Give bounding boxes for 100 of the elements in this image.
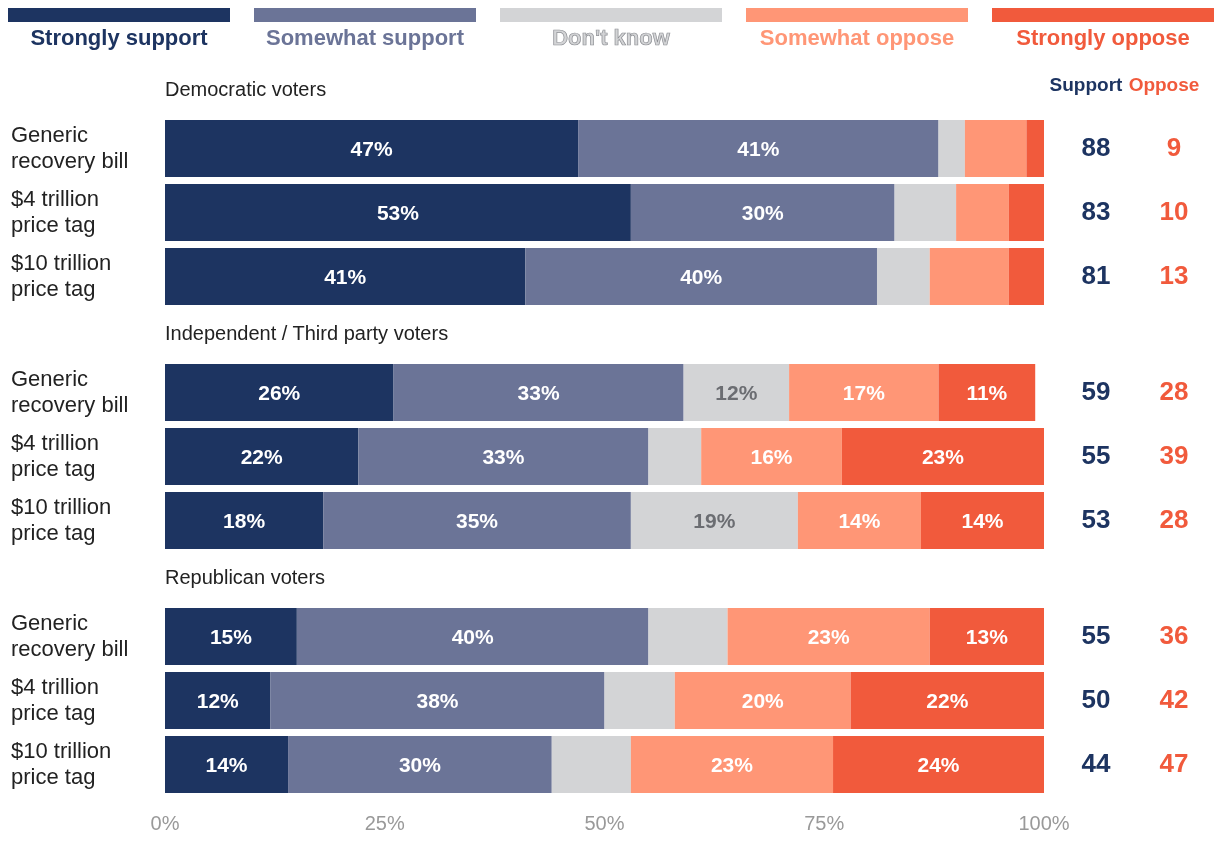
bar [797, 492, 921, 549]
y-tick-label: $10 trillion price tag [11, 250, 112, 301]
text: Strongly support [30, 25, 208, 51]
text: Support [1048, 74, 1124, 96]
bar [833, 736, 1044, 793]
bar [525, 248, 877, 305]
data-label: 30% [741, 200, 785, 224]
bar [358, 428, 649, 485]
bar [956, 184, 1009, 241]
text: 55 [1080, 440, 1112, 471]
text: 55 [1080, 620, 1112, 651]
y-tick-label: $10 trillion price tag [11, 494, 112, 545]
data-label: 15% [209, 624, 253, 648]
text: Don't know [552, 25, 670, 51]
data-label: 23% [921, 444, 965, 468]
text: 39 [1158, 440, 1190, 471]
data-label: 19% [693, 508, 736, 532]
chart-title: Democratic voters [165, 78, 327, 101]
data-label: 53% [376, 200, 420, 224]
data-label: 20% [741, 688, 785, 712]
bar [288, 736, 552, 793]
bar [165, 364, 394, 421]
bar [841, 428, 1044, 485]
text: 13 [1158, 260, 1190, 291]
text: 83 [1080, 196, 1112, 227]
bar [938, 364, 1036, 421]
text: Somewhat support [265, 25, 464, 51]
bar [604, 672, 675, 729]
bar [630, 736, 834, 793]
bar [578, 120, 939, 177]
data-label: 33% [482, 444, 525, 468]
text: 50 [1080, 684, 1112, 715]
y-tick-label: $4 trillion price tag [11, 430, 100, 481]
text: 36 [1158, 620, 1190, 651]
y-tick-label: $10 trillion price tag [11, 738, 112, 789]
data-label: 16% [750, 444, 793, 468]
bar [727, 608, 930, 665]
x-tick-label: 50% [584, 812, 625, 835]
x-tick-label: 75% [804, 812, 845, 835]
bar [1008, 248, 1044, 305]
bar [876, 248, 930, 305]
data-label: 24% [917, 752, 960, 776]
text: Oppose [1127, 74, 1201, 96]
bar [393, 364, 684, 421]
data-label: 18% [223, 508, 266, 532]
bar [165, 608, 297, 665]
bar [165, 120, 579, 177]
text: 9 [1165, 132, 1183, 163]
bar [1008, 184, 1044, 241]
bar [894, 184, 957, 241]
bar [701, 428, 842, 485]
bar [270, 672, 605, 729]
bar [165, 248, 526, 305]
data-label: 14% [961, 508, 1004, 532]
text: Somewhat oppose [759, 25, 955, 51]
bar [323, 492, 631, 549]
text: 88 [1080, 132, 1112, 163]
bar [165, 428, 359, 485]
bar [296, 608, 649, 665]
chart-title: Independent / Third party voters [165, 322, 449, 345]
text: 47 [1158, 748, 1190, 779]
y-tick-label: Generic recovery bill [11, 366, 129, 417]
data-label: 38% [416, 688, 459, 712]
bar [165, 736, 289, 793]
y-tick-label: $4 trillion price tag [11, 186, 100, 237]
bar [165, 184, 631, 241]
bar [850, 672, 1044, 729]
text: 81 [1080, 260, 1112, 291]
data-label: 41% [324, 264, 367, 288]
y-tick-label: Generic recovery bill [11, 122, 129, 173]
bar [1026, 120, 1044, 177]
text: 28 [1158, 504, 1190, 535]
bar [551, 736, 631, 793]
bar [938, 120, 965, 177]
bar [630, 184, 895, 241]
data-label: 35% [456, 508, 499, 532]
text: 28 [1158, 376, 1190, 407]
bar [165, 672, 271, 729]
bar [789, 364, 939, 421]
chart-title: Republican voters [165, 566, 326, 589]
bar [929, 608, 1044, 665]
data-label: 12% [196, 688, 240, 712]
data-label: 22% [926, 688, 969, 712]
data-label: 40% [451, 624, 494, 648]
bar [165, 492, 324, 549]
bar [674, 672, 851, 729]
data-label: 33% [517, 380, 560, 404]
data-label: 14% [838, 508, 881, 532]
y-tick-label: $4 trillion price tag [11, 674, 100, 725]
text: 42 [1158, 684, 1190, 715]
data-label: 26% [258, 380, 301, 404]
text: 10 [1158, 196, 1190, 227]
bar [630, 492, 798, 549]
bar [964, 120, 1027, 177]
text: 59 [1080, 376, 1112, 407]
x-tick-label: 25% [364, 812, 405, 835]
bar [920, 492, 1044, 549]
bar [929, 248, 1009, 305]
data-label: 14% [205, 752, 248, 776]
bar [648, 428, 702, 485]
